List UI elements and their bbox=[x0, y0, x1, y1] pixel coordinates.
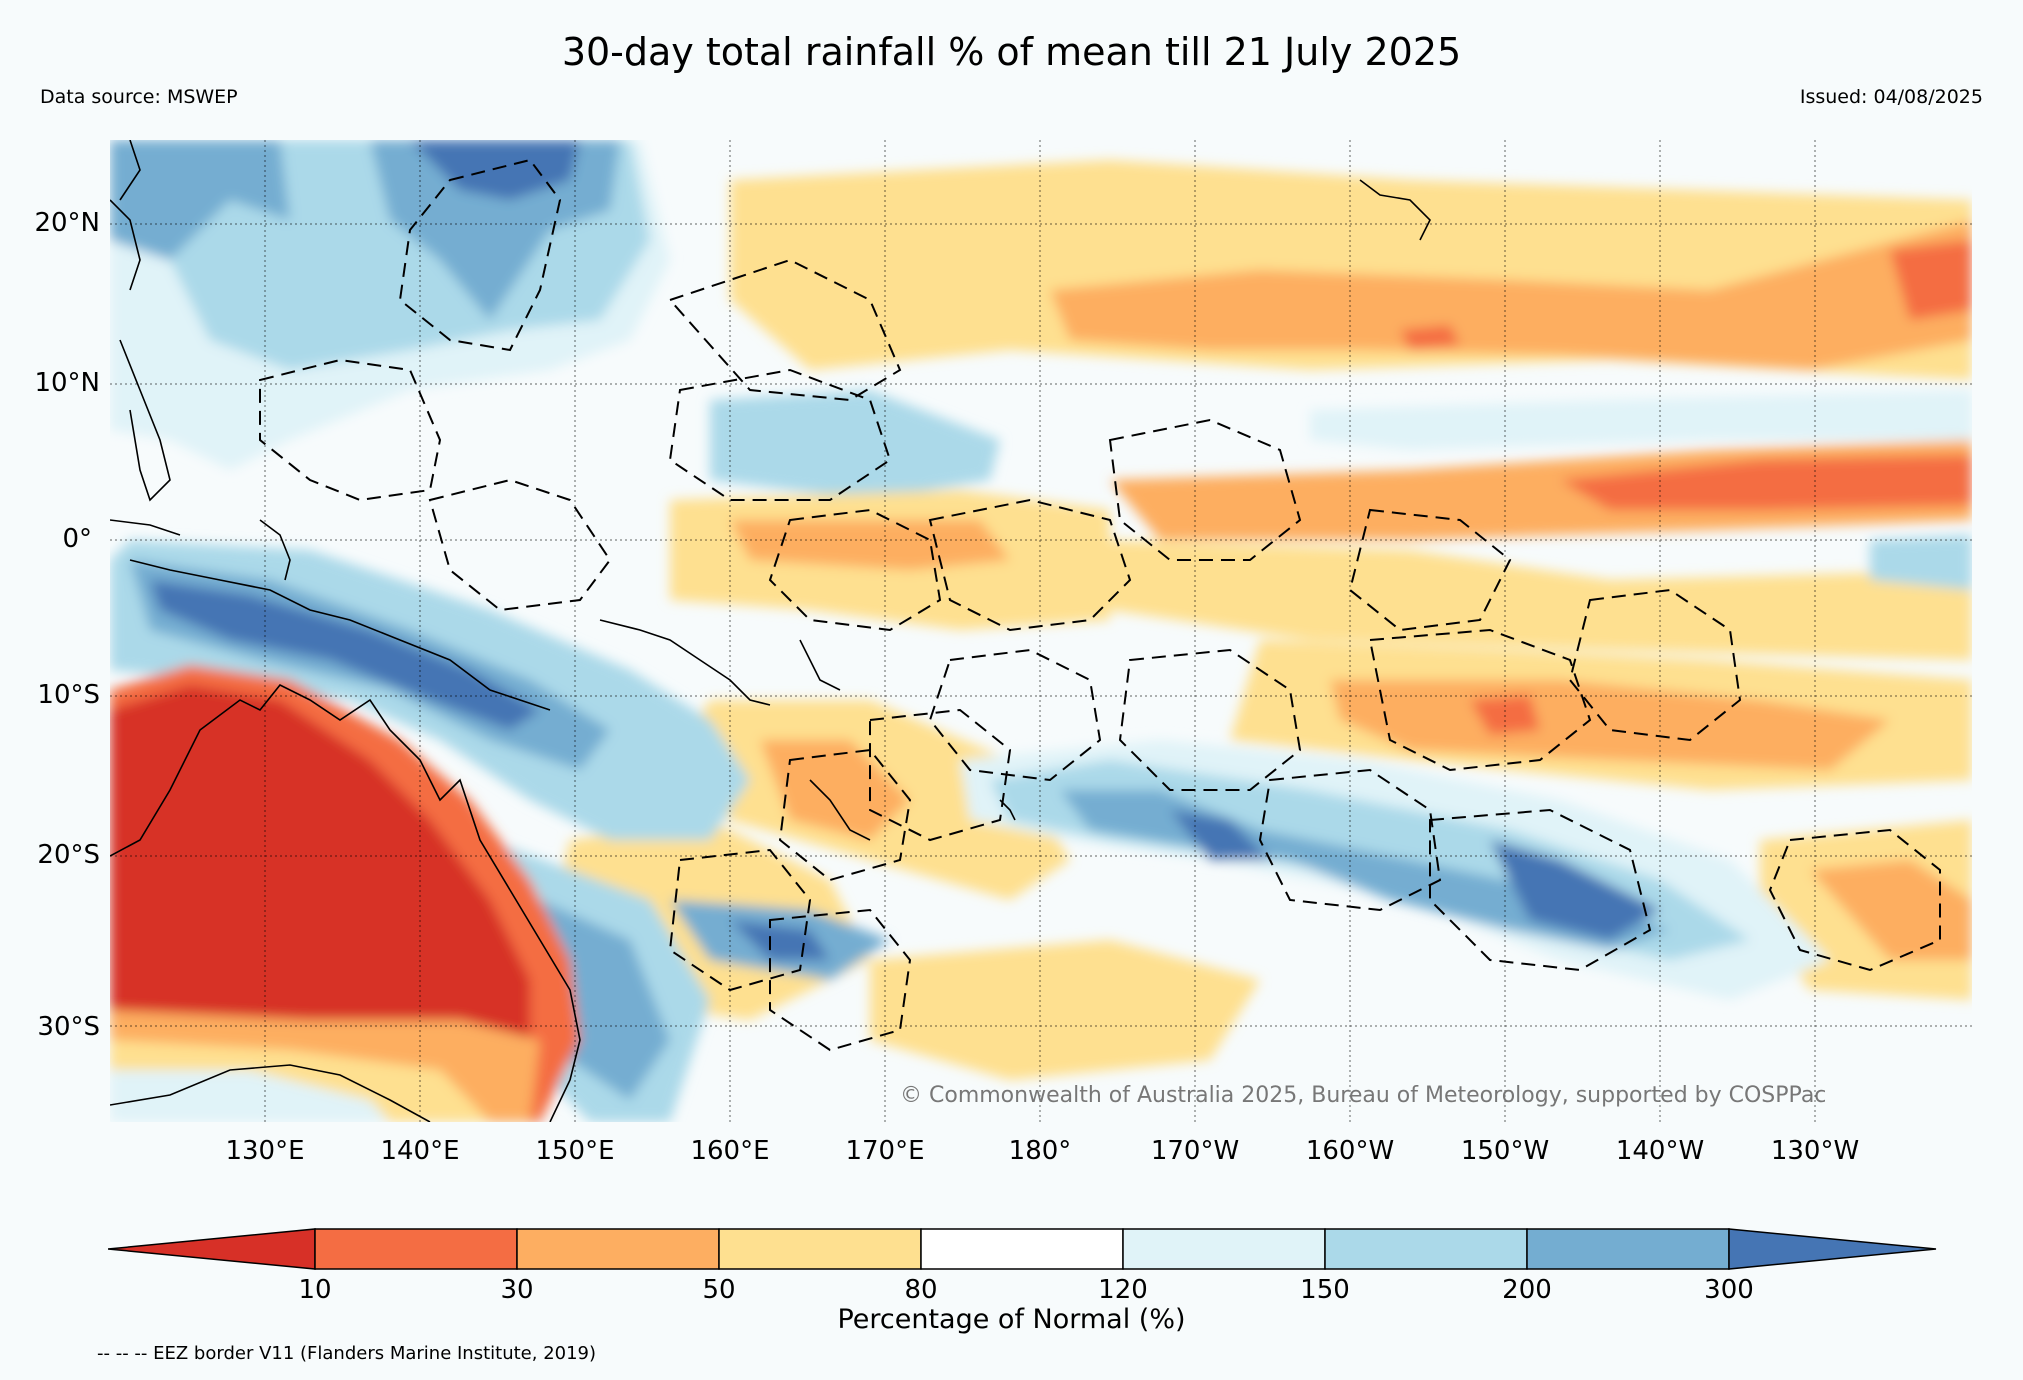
lon-label-150w: 150°W bbox=[1460, 1136, 1550, 1166]
colorbar-tick: 200 bbox=[1502, 1275, 1552, 1305]
colorbar bbox=[108, 1228, 1937, 1270]
colorbar-tick: 300 bbox=[1704, 1275, 1754, 1305]
rainfall-map: © Commonwealth of Australia 2025, Bureau… bbox=[110, 140, 1972, 1122]
lat-label-eq: 0° bbox=[62, 524, 92, 554]
map-copyright: © Commonwealth of Australia 2025, Bureau… bbox=[900, 1083, 1826, 1108]
colorbar-segment bbox=[1526, 1228, 1730, 1270]
eez-legend-note: -- -- -- EEZ border V11 (Flanders Marine… bbox=[97, 1343, 597, 1364]
graticule bbox=[110, 140, 1972, 1122]
lon-label-130w: 130°W bbox=[1770, 1136, 1860, 1166]
lon-label-160w: 160°W bbox=[1305, 1136, 1395, 1166]
colorbar-tick: 120 bbox=[1098, 1275, 1148, 1305]
lon-label-170w: 170°W bbox=[1150, 1136, 1240, 1166]
lat-label-10s: 10°S bbox=[37, 680, 100, 710]
colorbar-label: Percentage of Normal (%) bbox=[837, 1304, 1186, 1335]
lat-label-20n: 20°N bbox=[34, 208, 100, 238]
colorbar-tick: 80 bbox=[904, 1275, 938, 1305]
lon-label-160e: 160°E bbox=[690, 1136, 770, 1166]
colorbar-segment bbox=[920, 1228, 1124, 1270]
lon-label-170e: 170°E bbox=[845, 1136, 925, 1166]
colorbar-tick: 150 bbox=[1300, 1275, 1350, 1305]
lat-label-30s: 30°S bbox=[37, 1012, 100, 1042]
issued-date: Issued: 04/08/2025 bbox=[1799, 86, 1983, 108]
colorbar-extend-low bbox=[108, 1228, 316, 1270]
colorbar-segment bbox=[1122, 1228, 1326, 1270]
colorbar-segment bbox=[718, 1228, 922, 1270]
data-source: Data source: MSWEP bbox=[40, 86, 238, 108]
colorbar-tick: 10 bbox=[298, 1275, 332, 1305]
map-title: 30-day total rainfall % of mean till 21 … bbox=[561, 30, 1462, 74]
lon-label-140e: 140°E bbox=[380, 1136, 460, 1166]
lon-label-180: 180° bbox=[1008, 1136, 1072, 1166]
lon-label-130e: 130°E bbox=[225, 1136, 305, 1166]
colorbar-tick: 50 bbox=[702, 1275, 736, 1305]
eez-borders bbox=[259, 158, 1941, 1052]
lon-label-150e: 150°E bbox=[535, 1136, 615, 1166]
lon-label-140w: 140°W bbox=[1615, 1136, 1705, 1166]
lat-label-10n: 10°N bbox=[34, 368, 100, 398]
colorbar-tick: 30 bbox=[500, 1275, 534, 1305]
colorbar-segment bbox=[314, 1228, 518, 1270]
lat-label-20s: 20°S bbox=[37, 840, 100, 870]
colorbar-segment bbox=[516, 1228, 720, 1270]
colorbar-segment bbox=[1324, 1228, 1528, 1270]
coastlines bbox=[110, 140, 1431, 1122]
colorbar-extend-high bbox=[1728, 1228, 1937, 1270]
